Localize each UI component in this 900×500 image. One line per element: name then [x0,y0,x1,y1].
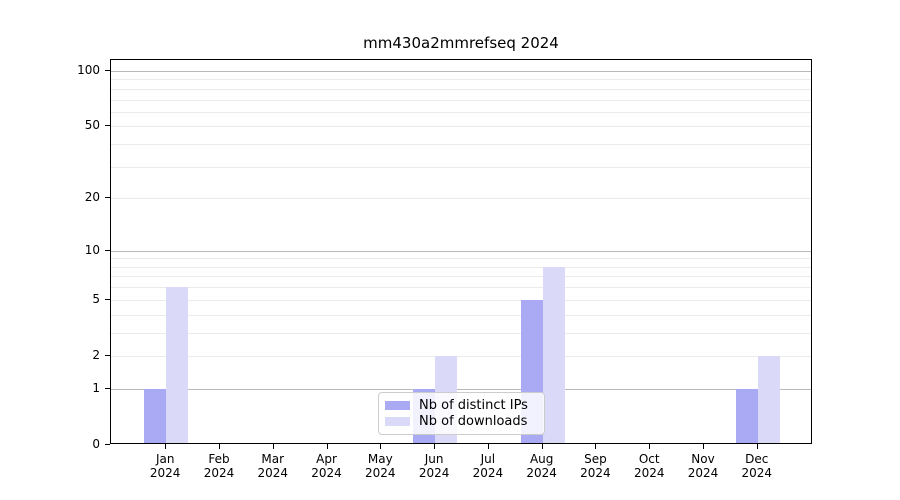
gridline-minor [111,355,811,357]
y-tick-label: 1 [92,380,100,395]
x-tick-label: Sep 2024 [580,452,611,480]
x-tick-label: Jun 2024 [418,452,450,480]
gridline-minor [111,332,811,334]
legend-item-downloads: Nb of downloads [385,414,535,429]
gridline-minor [111,198,811,200]
y-tick-mark [105,444,110,445]
y-tick-mark [105,125,110,127]
legend-label-downloads: Nb of downloads [419,413,528,429]
x-tick-mark [541,444,543,449]
y-tick-label: 5 [92,291,100,306]
gridline-minor [111,314,811,316]
y-tick-label: 50 [84,118,100,133]
x-tick-mark [326,444,328,449]
x-tick-label: Oct 2024 [633,452,665,480]
x-tick-mark [703,444,704,449]
x-tick-label: Feb 2024 [203,452,235,480]
x-tick-mark [487,444,489,449]
x-tick-mark [595,444,597,449]
x-tick-mark [218,444,220,449]
gridline-minor [111,111,811,113]
gridline-major [111,250,811,252]
y-tick-label: 100 [77,63,100,77]
y-tick-label: 0 [92,437,100,451]
bar-distinct-ips [735,388,758,443]
x-tick-mark [380,444,382,449]
x-tick-label: Aug 2024 [526,452,557,480]
x-tick-label: Jul 2024 [472,452,504,480]
x-tick-label: Dec 2024 [741,452,773,480]
x-tick-mark [272,444,274,449]
gridline-minor [111,166,811,168]
chart-title: mm430a2mmrefseq 2024 [363,34,559,52]
gridline-minor [111,276,811,278]
gridline-minor [111,126,811,128]
gridline-major [111,388,811,390]
legend-swatch-downloads [385,416,410,426]
x-tick-mark [756,444,758,449]
bar-distinct-ips [144,388,167,443]
bar-downloads [542,266,565,443]
gridline-minor [111,79,811,81]
y-tick-label: 10 [84,242,100,257]
gridline-minor [111,144,811,146]
gridline-minor [111,266,811,268]
bar-downloads [166,287,189,443]
plot-area [110,59,812,444]
y-tick-mark [105,249,110,251]
y-tick-mark [105,70,110,71]
y-tick-mark [105,387,110,389]
gridline-minor [111,287,811,289]
gridline-major [111,71,811,72]
legend: Nb of distinct IPs Nb of downloads [378,392,545,435]
gridline-minor [111,299,811,301]
x-tick-mark [165,444,167,449]
y-tick-mark [105,298,110,300]
x-tick-label: May 2024 [365,452,396,480]
legend-label-distinct-ips: Nb of distinct IPs [419,398,528,414]
x-tick-mark [434,444,436,449]
x-tick-label: Mar 2024 [257,452,289,480]
x-tick-mark [649,444,651,449]
gridline-minor [111,88,811,90]
y-tick-mark [105,354,110,356]
legend-item-distinct-ips: Nb of distinct IPs [385,398,535,413]
legend-swatch-distinct-ips [385,401,410,411]
gridline-minor [111,99,811,101]
gridline-minor [111,258,811,260]
y-tick-mark [105,197,110,199]
x-tick-label: Apr 2024 [311,452,342,480]
y-tick-label: 20 [84,190,100,205]
x-tick-label: Jan 2024 [149,452,181,480]
y-tick-label: 2 [92,347,100,362]
bar-downloads [757,355,780,443]
x-tick-label: Nov 2024 [687,452,719,480]
